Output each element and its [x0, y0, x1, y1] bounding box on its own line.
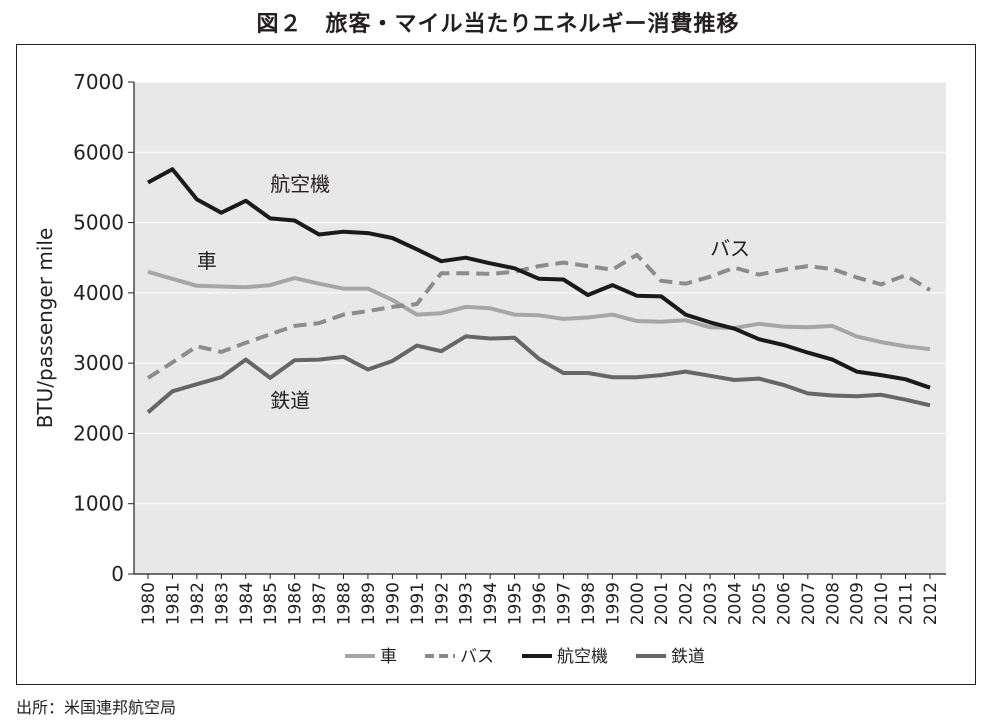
x-tick-label: 1996: [530, 582, 550, 625]
x-tick-label: 1989: [359, 582, 379, 625]
y-tick-label: 0: [111, 562, 124, 586]
x-tick-label: 1980: [139, 582, 159, 625]
y-tick-label: 1000: [73, 492, 124, 516]
series-annotation: バス: [710, 237, 750, 261]
series-line: [146, 252, 932, 380]
x-tick-label: 2001: [652, 582, 672, 625]
x-tick-label: 2011: [897, 582, 917, 625]
series-annotation: 航空機: [270, 172, 330, 196]
x-tick-label: 1983: [212, 582, 232, 625]
x-tick-label: 1998: [579, 582, 599, 625]
series-annotation: 鉄道: [270, 388, 310, 412]
y-tick-label: 4000: [73, 281, 124, 305]
series-line: [147, 167, 931, 390]
series-line: [146, 334, 931, 414]
x-tick-label: 2005: [750, 582, 770, 625]
series-line: [147, 269, 931, 352]
x-tick-label: 2004: [726, 582, 746, 625]
x-tick-label: 2007: [799, 582, 819, 625]
legend-label: 航空機: [557, 647, 608, 667]
y-tick-label: 5000: [73, 211, 124, 235]
x-tick-label: 1991: [408, 582, 428, 625]
x-tick-label: 1999: [603, 582, 623, 625]
legend-label: 車: [380, 647, 397, 667]
x-tick-label: 1988: [335, 582, 355, 625]
x-tick-label: 1990: [383, 582, 403, 625]
legend-label: 鉄道: [671, 647, 705, 667]
y-tick-label: 2000: [73, 421, 124, 445]
x-tick-label: 1992: [432, 582, 452, 625]
x-tick-label: 2010: [872, 582, 892, 625]
x-tick-label: 1993: [457, 582, 477, 625]
x-tick-label: 1987: [310, 582, 330, 625]
series-annotation: 車: [197, 249, 217, 273]
x-tick-label: 2009: [848, 582, 868, 625]
x-tick-label: 2008: [823, 582, 843, 625]
chart-frame: [16, 44, 976, 685]
x-tick-label: 1984: [237, 582, 257, 625]
x-tick-label: 1986: [286, 582, 306, 625]
page-title: 図２ 旅客・マイル当たりエネルギー消費推移: [256, 12, 740, 37]
y-tick-label: 3000: [73, 351, 124, 375]
x-tick-label: 2003: [701, 582, 721, 625]
x-tick-label: 1985: [261, 582, 281, 625]
x-tick-label: 2012: [921, 582, 941, 625]
x-tick-label: 2000: [628, 582, 648, 625]
legend-label: バス: [460, 647, 494, 667]
y-tick-label: 7000: [73, 70, 124, 94]
source-note: 出所：米国連邦航空局: [16, 698, 177, 717]
x-tick-label: 2006: [774, 582, 794, 625]
x-tick-label: 1995: [506, 582, 526, 625]
x-tick-label: 1982: [188, 582, 208, 625]
x-tick-label: 1997: [554, 582, 574, 625]
x-tick-label: 1981: [163, 582, 183, 625]
x-tick-label: 1994: [481, 582, 501, 625]
x-tick-label: 2002: [677, 582, 697, 625]
y-axis-label: BTU/passenger mile: [33, 228, 57, 429]
y-tick-label: 6000: [73, 140, 124, 164]
